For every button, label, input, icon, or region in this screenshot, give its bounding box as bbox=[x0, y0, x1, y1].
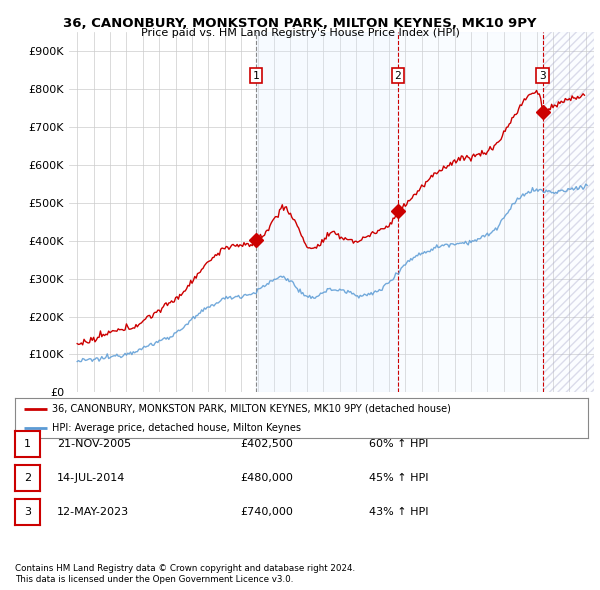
Text: 45% ↑ HPI: 45% ↑ HPI bbox=[369, 473, 428, 483]
Text: 36, CANONBURY, MONKSTON PARK, MILTON KEYNES, MK10 9PY: 36, CANONBURY, MONKSTON PARK, MILTON KEY… bbox=[63, 17, 537, 30]
Bar bbox=[542, 32, 594, 392]
Text: 21-NOV-2005: 21-NOV-2005 bbox=[57, 439, 131, 448]
Text: 12-MAY-2023: 12-MAY-2023 bbox=[57, 507, 129, 517]
Text: Contains HM Land Registry data © Crown copyright and database right 2024.: Contains HM Land Registry data © Crown c… bbox=[15, 565, 355, 573]
Text: 2: 2 bbox=[24, 473, 31, 483]
Text: 1: 1 bbox=[24, 439, 31, 448]
Text: 1: 1 bbox=[253, 71, 259, 81]
Bar bbox=[398, 32, 542, 392]
Text: 3: 3 bbox=[24, 507, 31, 517]
Bar bbox=[542, 32, 594, 392]
Text: 36, CANONBURY, MONKSTON PARK, MILTON KEYNES, MK10 9PY (detached house): 36, CANONBURY, MONKSTON PARK, MILTON KEY… bbox=[52, 404, 451, 414]
Text: £402,500: £402,500 bbox=[240, 439, 293, 448]
Bar bbox=[256, 32, 398, 392]
Text: HPI: Average price, detached house, Milton Keynes: HPI: Average price, detached house, Milt… bbox=[52, 423, 301, 432]
Text: 60% ↑ HPI: 60% ↑ HPI bbox=[369, 439, 428, 448]
Text: 14-JUL-2014: 14-JUL-2014 bbox=[57, 473, 125, 483]
Text: 3: 3 bbox=[539, 71, 546, 81]
Text: 43% ↑ HPI: 43% ↑ HPI bbox=[369, 507, 428, 517]
Text: Price paid vs. HM Land Registry's House Price Index (HPI): Price paid vs. HM Land Registry's House … bbox=[140, 28, 460, 38]
Text: 2: 2 bbox=[394, 71, 401, 81]
Text: £740,000: £740,000 bbox=[240, 507, 293, 517]
Text: £480,000: £480,000 bbox=[240, 473, 293, 483]
Text: This data is licensed under the Open Government Licence v3.0.: This data is licensed under the Open Gov… bbox=[15, 575, 293, 584]
